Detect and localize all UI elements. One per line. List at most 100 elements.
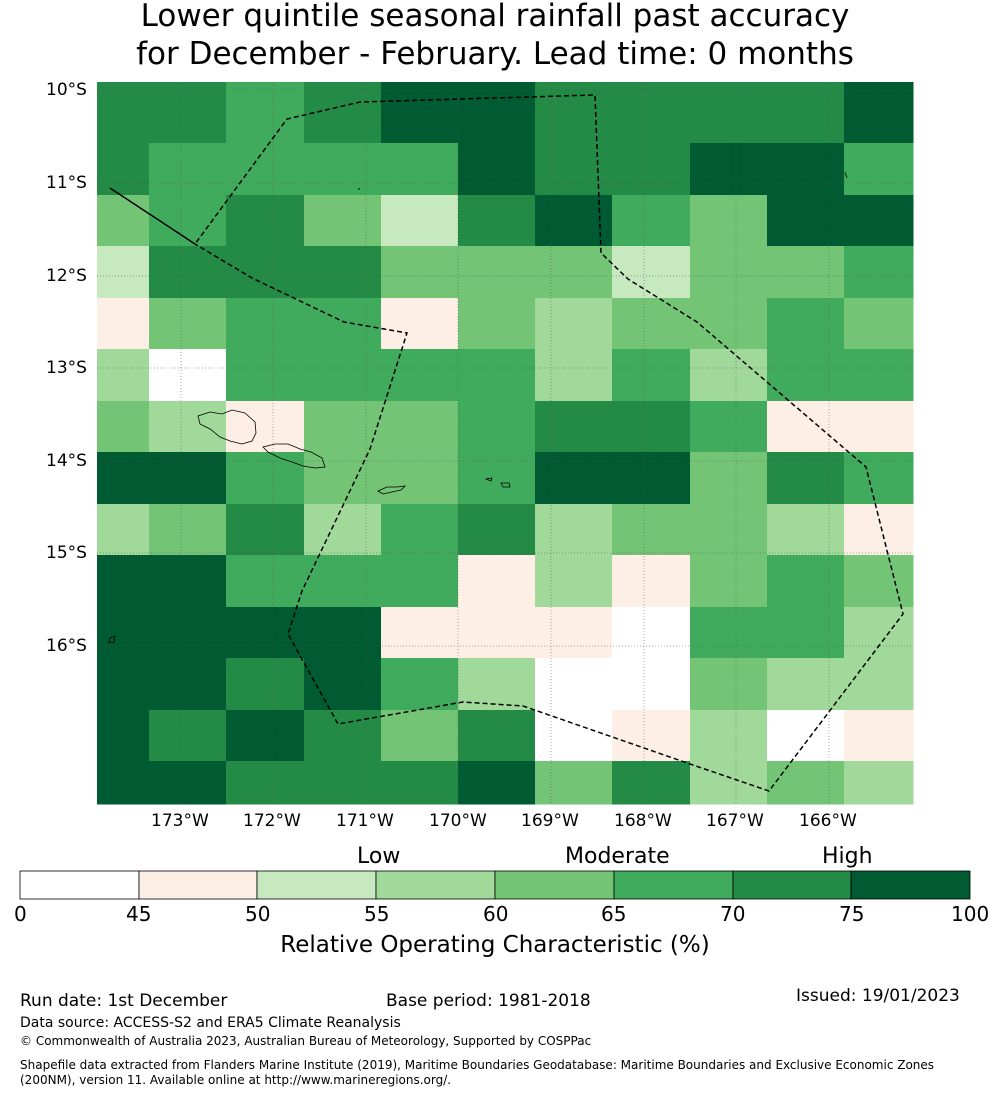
grid-cell <box>767 349 845 402</box>
grid-cell <box>458 82 536 93</box>
colorbar-swatch <box>375 870 496 900</box>
grid-cell <box>535 761 613 805</box>
grid-cell <box>381 607 459 659</box>
grid-cell <box>304 401 382 453</box>
grid-cell <box>535 607 613 659</box>
grid-cell <box>149 143 227 196</box>
rainfall-accuracy-grid <box>97 82 914 805</box>
grid-cell <box>844 349 914 402</box>
grid-cell <box>690 710 768 762</box>
grid-cell <box>97 246 150 299</box>
grid-cell <box>458 658 536 711</box>
issued-date: Issued: 19/01/2023 <box>796 986 960 1006</box>
grid-cell <box>767 401 845 453</box>
data-source: Data source: ACCESS-S2 and ERA5 Climate … <box>20 1015 401 1031</box>
grid-cell <box>458 761 536 805</box>
grid-cell <box>304 607 382 659</box>
grid-cell <box>149 195 227 247</box>
grid-cell <box>381 298 459 350</box>
grid-cell <box>690 92 768 144</box>
run-date: Run date: 1st December <box>20 991 228 1011</box>
grid-cell <box>612 401 691 453</box>
grid-cell <box>612 761 691 805</box>
colorbar-swatch <box>613 870 734 900</box>
grid-cell <box>844 298 914 350</box>
grid-cell <box>226 349 305 402</box>
grid-cell <box>226 246 305 299</box>
grid-cell <box>767 82 845 93</box>
grid-cell <box>149 607 227 659</box>
grid-cell <box>97 298 150 350</box>
colorbar <box>19 870 971 900</box>
lat-label-16s: 16°S <box>46 636 87 656</box>
tokelau-atoll <box>844 171 848 179</box>
grid-cell <box>97 555 150 608</box>
grid-cell <box>690 658 768 711</box>
grid-cell <box>535 658 613 711</box>
grid-cell <box>767 658 845 711</box>
grid-cell <box>149 92 227 144</box>
grid-cell <box>304 555 382 608</box>
grid-cell <box>304 349 382 402</box>
grid-cell <box>381 710 459 762</box>
grid-cell <box>612 555 691 608</box>
grid-cell <box>844 143 914 196</box>
grid-cell <box>226 555 305 608</box>
grid-cell <box>458 298 536 350</box>
grid-cell <box>690 195 768 247</box>
grid-cell <box>844 555 914 608</box>
grid-cell <box>97 504 150 556</box>
grid-cell <box>304 504 382 556</box>
grid-cell <box>690 82 768 93</box>
grid-cell <box>612 452 691 505</box>
grid-cell <box>381 349 459 402</box>
colorbar-tick-75: 75 <box>839 902 865 926</box>
grid-cell <box>304 452 382 505</box>
grid-cell <box>690 246 768 299</box>
graticule <box>97 82 913 804</box>
lon-label-171w: 171°W <box>336 811 394 831</box>
grid-cell <box>149 761 227 805</box>
grid-cell <box>381 92 459 144</box>
grid-cell <box>690 401 768 453</box>
grid-cell <box>844 658 914 711</box>
colorbar-swatch <box>138 870 258 900</box>
grid-cell <box>149 349 227 402</box>
grid-cell <box>97 401 150 453</box>
lon-label-173w: 173°W <box>151 811 209 831</box>
grid-cell <box>690 143 768 196</box>
grid-cell <box>612 195 691 247</box>
grid-cell <box>535 143 613 196</box>
grid-cell <box>226 607 305 659</box>
grid-cell <box>458 349 536 402</box>
grid-cell <box>690 298 768 350</box>
grid-cell <box>767 195 845 247</box>
eez-boundaries <box>109 94 904 792</box>
grid-cell <box>767 710 845 762</box>
grid-cell <box>535 401 613 453</box>
grid-cell <box>612 607 691 659</box>
grid-cell <box>844 504 914 556</box>
grid-cell <box>381 195 459 247</box>
grid-cell <box>767 92 845 144</box>
grid-cell <box>97 143 150 196</box>
copyright: © Commonwealth of Australia 2023, Austra… <box>20 1034 592 1048</box>
grid-cell <box>535 555 613 608</box>
grid-cell <box>690 452 768 505</box>
colorbar-category-high: High <box>822 844 873 869</box>
lon-label-170w: 170°W <box>429 811 487 831</box>
lon-label-167w: 167°W <box>706 811 764 831</box>
grid-cell <box>844 82 914 93</box>
colorbar-tick-70: 70 <box>720 902 746 926</box>
colorbar-swatch <box>732 870 852 900</box>
grid-cell <box>149 401 227 453</box>
grid-cell <box>304 710 382 762</box>
grid-cell <box>381 452 459 505</box>
grid-cell <box>149 658 227 711</box>
grid-cell <box>844 401 914 453</box>
grid-cell <box>535 349 613 402</box>
grid-cell <box>381 82 459 93</box>
grid-cell <box>458 452 536 505</box>
islands <box>108 171 848 644</box>
grid-cell <box>97 710 150 762</box>
